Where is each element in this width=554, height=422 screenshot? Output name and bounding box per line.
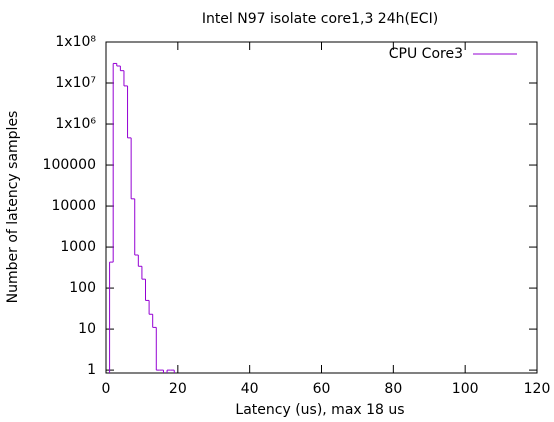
x-tick-label: 80 bbox=[384, 381, 402, 397]
x-tick-label: 100 bbox=[452, 381, 479, 397]
y-tick-label: 1000 bbox=[60, 239, 96, 255]
y-axis-label: Number of latency samples bbox=[5, 111, 21, 304]
legend-label: CPU Core3 bbox=[389, 46, 463, 62]
plot-frame bbox=[105, 41, 538, 374]
y-tick-label: 1x10⁷ bbox=[55, 75, 96, 91]
x-tick-label: 60 bbox=[313, 381, 331, 397]
chart-title: Intel N97 isolate core1,3 24h(ECI) bbox=[202, 11, 438, 27]
y-tick-label: 100000 bbox=[43, 157, 96, 173]
x-tick-label: 40 bbox=[241, 381, 259, 397]
x-axis-label: Latency (us), max 18 us bbox=[235, 402, 404, 418]
y-tick-label: 1x10⁸ bbox=[55, 34, 96, 50]
y-tick-label: 100 bbox=[69, 280, 96, 296]
y-tick-label: 1 bbox=[87, 362, 96, 378]
x-tick-label: 20 bbox=[169, 381, 187, 397]
x-tick-label: 120 bbox=[524, 381, 551, 397]
y-tick-label: 10 bbox=[78, 321, 96, 337]
x-tick-label: 0 bbox=[102, 381, 111, 397]
y-tick-label: 1x10⁶ bbox=[55, 116, 96, 132]
y-tick-label: 10000 bbox=[51, 198, 96, 214]
